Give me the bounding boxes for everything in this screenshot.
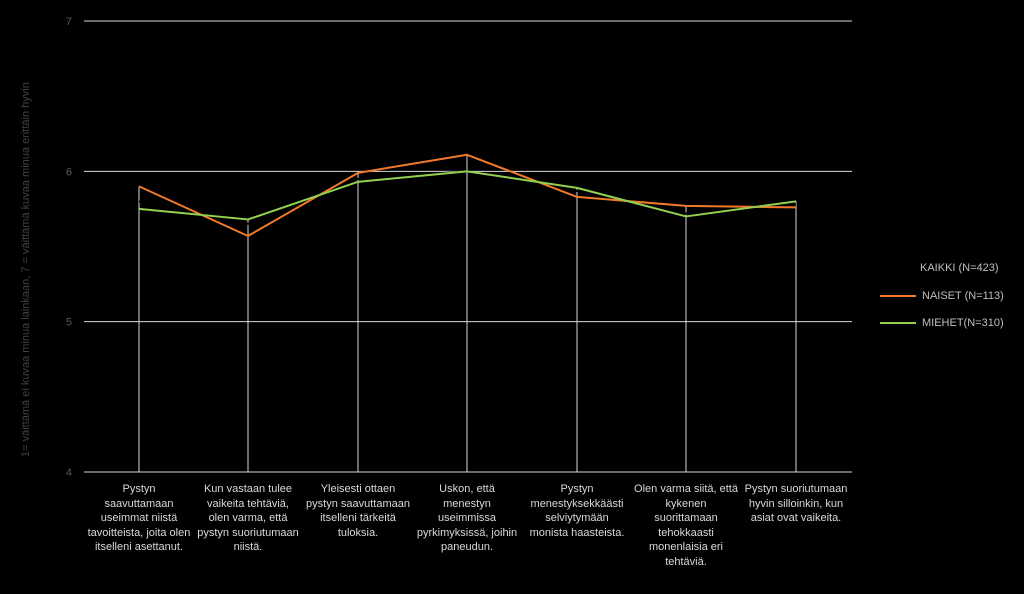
legend: KAIKKI (N=423) NAISET (N=113) MIEHET(N=3… xyxy=(880,262,1004,336)
y-tick-label: 6 xyxy=(66,166,72,178)
y-axis-label: 1= väittämä ei kuvaa minua lainkaan, 7 =… xyxy=(20,82,32,457)
legend-swatch-miehet xyxy=(880,321,916,324)
legend-item-miehet: MIEHET(N=310) xyxy=(880,309,1004,336)
legend-label-naiset: NAISET (N=113) xyxy=(922,289,1004,302)
legend-item-naiset: NAISET (N=113) xyxy=(880,282,1004,309)
x-category-label: Pystyn saavuttamaan useimmat niistä tavo… xyxy=(87,483,191,553)
x-category-label: Pystyn suoriutumaan hyvin silloinkin, ku… xyxy=(744,483,848,524)
x-category-label: Yleisesti ottaen pystyn saavuttamaan its… xyxy=(306,483,410,539)
x-category-label: Uskon, että menestyn useimmissa pyrkimyk… xyxy=(416,483,518,553)
legend-swatch-naiset xyxy=(880,294,916,297)
x-category-label: Olen varma siitä, että kykenen suorittam… xyxy=(634,483,738,568)
y-tick-label: 4 xyxy=(66,467,72,479)
series-line-1 xyxy=(138,153,797,237)
x-category-label: Pystyn menestyksekkäästi selviytymään mo… xyxy=(529,483,625,539)
legend-item-kaikki: KAIKKI (N=423) xyxy=(920,262,999,274)
series-line-2 xyxy=(138,170,797,221)
y-tick-label: 5 xyxy=(66,317,72,329)
legend-label-miehet: MIEHET(N=310) xyxy=(922,316,1004,329)
x-category-label: Kun vastaan tulee vaikeita tehtäviä, ole… xyxy=(197,483,299,553)
y-tick-label: 7 xyxy=(66,16,72,28)
